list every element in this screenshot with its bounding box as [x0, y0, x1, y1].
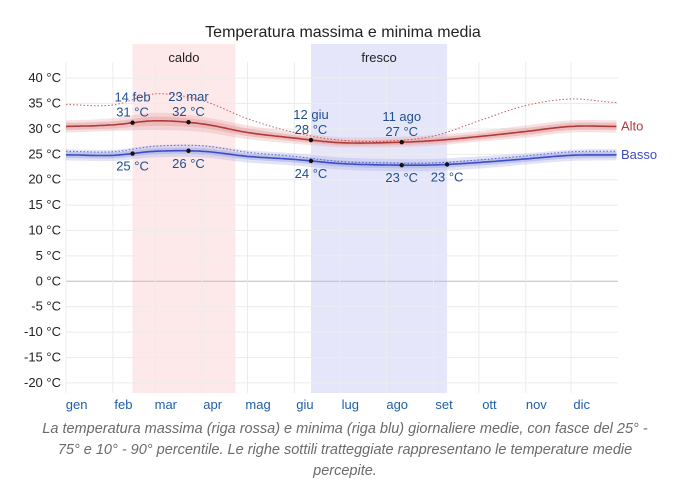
season-bands	[132, 44, 448, 393]
grid	[65, 62, 618, 393]
y-tick-label: 15 °C	[28, 197, 61, 212]
annotation-date: 11 ago	[382, 109, 421, 124]
series-lines	[65, 93, 617, 166]
month-label: ago	[386, 397, 408, 412]
annotation-point	[444, 162, 450, 167]
month-label: apr	[203, 397, 222, 412]
y-tick-label: -5 °C	[31, 299, 61, 314]
month-label: lug	[342, 397, 359, 412]
annotation-point	[130, 151, 135, 156]
chart-text: Temperatura massima e minima media caldo…	[24, 24, 657, 412]
y-tick-label: 40 °C	[28, 70, 61, 85]
y-tick-label: 20 °C	[28, 172, 61, 187]
month-label: ott	[482, 397, 497, 412]
annotation-value: 23 °C	[385, 170, 418, 185]
mean-line-Alto	[65, 120, 617, 144]
month-label: nov	[526, 397, 547, 412]
annotation-value: 31 °C	[116, 105, 149, 120]
annotation-value: 26 °C	[172, 156, 205, 171]
y-tick-label: 30 °C	[28, 121, 61, 136]
annotation-value: 32 °C	[172, 104, 205, 119]
series-label-Alto: Alto	[621, 118, 643, 133]
annotation-date: 23 mar	[168, 89, 209, 104]
y-tick-label: 35 °C	[28, 96, 61, 111]
y-tick-label: 0 °C	[36, 273, 61, 288]
y-tick-label: 5 °C	[36, 248, 61, 263]
season-label-caldo: caldo	[168, 50, 199, 65]
series-label-Basso: Basso	[621, 147, 657, 162]
y-tick-label: -10 °C	[24, 324, 61, 339]
month-label: mar	[155, 397, 178, 412]
annotation-value: 23 °C	[431, 169, 464, 184]
annotation-value: 25 °C	[116, 159, 149, 174]
annotation-date: 12 giu	[293, 107, 328, 122]
annotation-value: 24 °C	[295, 166, 328, 181]
annotation-point	[186, 148, 191, 153]
month-label: set	[435, 397, 453, 412]
chart-caption: La temperatura massima (riga rossa) e mi…	[42, 421, 648, 479]
season-band-caldo	[132, 44, 236, 393]
annotation-point	[399, 140, 404, 145]
y-tick-label: -15 °C	[24, 349, 61, 364]
annotations: 31 °C14 feb 32 °C23 mar 28 °C12 giu 27 °C11…	[114, 89, 463, 185]
y-tick-label: 10 °C	[28, 223, 61, 238]
annotation-date: 14 feb	[114, 90, 150, 105]
month-label: feb	[114, 397, 132, 412]
annotation-point	[130, 120, 135, 125]
temperature-chart: 31 °C14 feb 32 °C23 mar 28 °C12 giu 27 °C11…	[24, 24, 657, 412]
month-label: mag	[245, 397, 270, 412]
feels-line-Alto	[66, 93, 617, 142]
annotation-value: 27 °C	[385, 124, 418, 139]
month-label: gen	[66, 397, 88, 412]
feels-line-Basso	[66, 144, 617, 164]
y-tick-label: -20 °C	[24, 375, 61, 390]
annotation-point	[186, 120, 191, 125]
y-tick-label: 25 °C	[28, 146, 61, 161]
month-label: dic	[573, 397, 590, 412]
mean-line-Basso	[65, 149, 617, 166]
month-label: giu	[296, 397, 313, 412]
annotation-point	[308, 137, 314, 143]
annotation-point	[399, 162, 404, 168]
season-label-fresco: fresco	[361, 50, 396, 65]
chart-title: Temperatura massima e minima media	[205, 24, 481, 41]
annotation-point	[308, 158, 314, 164]
annotation-value: 28 °C	[295, 122, 328, 137]
season-band-fresco	[310, 44, 448, 393]
